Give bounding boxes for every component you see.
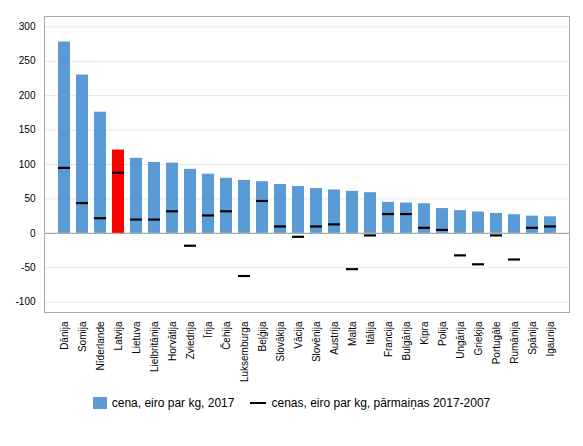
svg-text:Zviedrija: Zviedrija: [185, 321, 196, 359]
svg-text:Lielbritānija: Lielbritānija: [149, 321, 160, 372]
svg-text:Polija: Polija: [437, 321, 448, 346]
svg-text:Spānija: Spānija: [527, 321, 538, 355]
svg-text:Vācija: Vācija: [293, 321, 304, 349]
html-text:cena, eiro par kg, 2017: cena, eiro par kg, 2017: [111, 396, 235, 410]
svg-text:Bulgārija: Bulgārija: [401, 321, 412, 360]
svg-text:300: 300: [19, 21, 36, 32]
svg-text:Ungārija: Ungārija: [455, 321, 466, 359]
svg-text:Dānija: Dānija: [59, 321, 70, 350]
svg-text:100: 100: [19, 159, 36, 170]
svg-text:Portugāle: Portugāle: [491, 321, 502, 364]
svg-text:50: 50: [24, 193, 36, 204]
svg-text:-100: -100: [15, 296, 35, 307]
svg-text:Lietuva: Lietuva: [131, 321, 142, 354]
svg-text:150: 150: [19, 124, 36, 135]
svg-text:Slovākija: Slovākija: [275, 321, 286, 361]
svg-text:Itālija: Itālija: [365, 321, 376, 345]
svg-text:Rumānija: Rumānija: [509, 321, 520, 364]
svg-text:Slovēnija: Slovēnija: [311, 321, 322, 362]
svg-text:250: 250: [19, 55, 36, 66]
svg-text:Somija: Somija: [77, 321, 88, 352]
svg-text:Nīderlande: Nīderlande: [95, 321, 106, 370]
svg-text:Igaunija: Igaunija: [545, 321, 556, 356]
svg-text:Luksemburga: Luksemburga: [239, 321, 250, 382]
svg-text:Latvija: Latvija: [113, 321, 124, 350]
svg-text:Beļģija: Beļģija: [256, 321, 268, 351]
svg-text:Francija: Francija: [383, 321, 394, 357]
svg-text:-50: -50: [21, 262, 36, 273]
svg-text:Horvātija: Horvātija: [167, 321, 178, 361]
svg-text:Malta: Malta: [347, 321, 358, 346]
svg-text:Čehija: Čehija: [220, 321, 232, 350]
svg-text:Grieķija: Grieķija: [473, 321, 484, 355]
html-text:cenas, eiro par kg, pārmaiņas: cenas, eiro par kg, pārmaiņas 2017-2007: [271, 396, 491, 410]
svg-text:Austrija: Austrija: [329, 321, 340, 355]
svg-text:Kipra: Kipra: [419, 321, 430, 345]
svg-text:Īrija: Īrija: [203, 321, 214, 338]
svg-text:200: 200: [19, 90, 36, 101]
svg-text:0: 0: [30, 228, 36, 239]
